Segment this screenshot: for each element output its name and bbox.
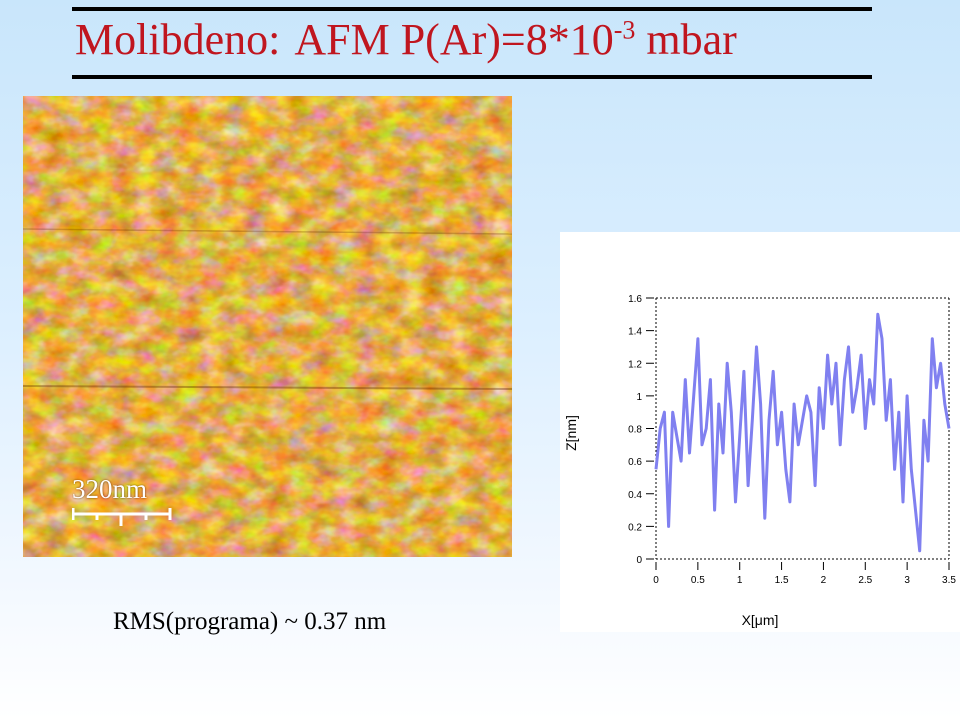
x-tick-label: 2.5 <box>858 575 872 586</box>
afm-scan-line <box>23 385 512 390</box>
profile-chart: 00.20.40.60.811.21.41.60 0.5 1 1.5 2 2.5 3 3.5 … <box>563 294 956 628</box>
x-tick-label: 1 <box>737 575 743 586</box>
x-tick-label: 1.5 <box>775 575 789 586</box>
afm-texture <box>23 96 512 557</box>
afm-image <box>23 96 512 557</box>
profile-line <box>654 312 951 553</box>
x-tick-label: 3.5 <box>942 575 956 586</box>
y-axis-label: Z[nm] <box>563 415 579 451</box>
profile-chart-panel: 0 0.2 0.4 0.6 0.8 1 1.2 1.4 1.6 0 0.5 1 1.5 2 2.5 3 3.5 … <box>560 232 960 632</box>
y-tick-label: 0.2 <box>628 522 642 533</box>
afm-topography <box>23 96 512 557</box>
y-tick-label: 1.2 <box>628 359 642 370</box>
rms-value: RMS(programa) ~ 0.37 nm <box>113 608 387 635</box>
x-axis-label: X[μm] <box>742 612 779 628</box>
y-tick-label: 1.6 <box>628 294 642 305</box>
x-tick-label: 0.5 <box>691 575 705 586</box>
y-tick-label: 0.4 <box>628 490 642 501</box>
y-tick-label: 1 <box>636 392 642 403</box>
x-tick-label: 3 <box>904 575 910 586</box>
title-suffix: mbar <box>635 15 737 64</box>
x-tick-label: 2 <box>821 575 827 586</box>
afm-scan-line <box>23 228 512 235</box>
y-tick-label: 1.4 <box>628 327 642 338</box>
scalebar <box>72 508 172 526</box>
title-rule-top <box>72 7 872 11</box>
scalebar-label: 320nm <box>72 474 148 504</box>
title-rule-bottom <box>72 75 872 79</box>
title-main: Molibdeno: <box>75 15 281 64</box>
y-tick-label: 0.8 <box>628 425 642 436</box>
y-tick-label: 0 <box>636 555 642 566</box>
x-tick-label: 0 <box>653 575 659 586</box>
y-tick-label: 0.6 <box>628 457 642 468</box>
title-prefix: AFM P(Ar)=8*10 <box>294 15 614 64</box>
title-exponent: -3 <box>613 15 636 45</box>
page-title: Molibdeno: AFM P(Ar)=8*10-3 mbar <box>75 14 737 65</box>
